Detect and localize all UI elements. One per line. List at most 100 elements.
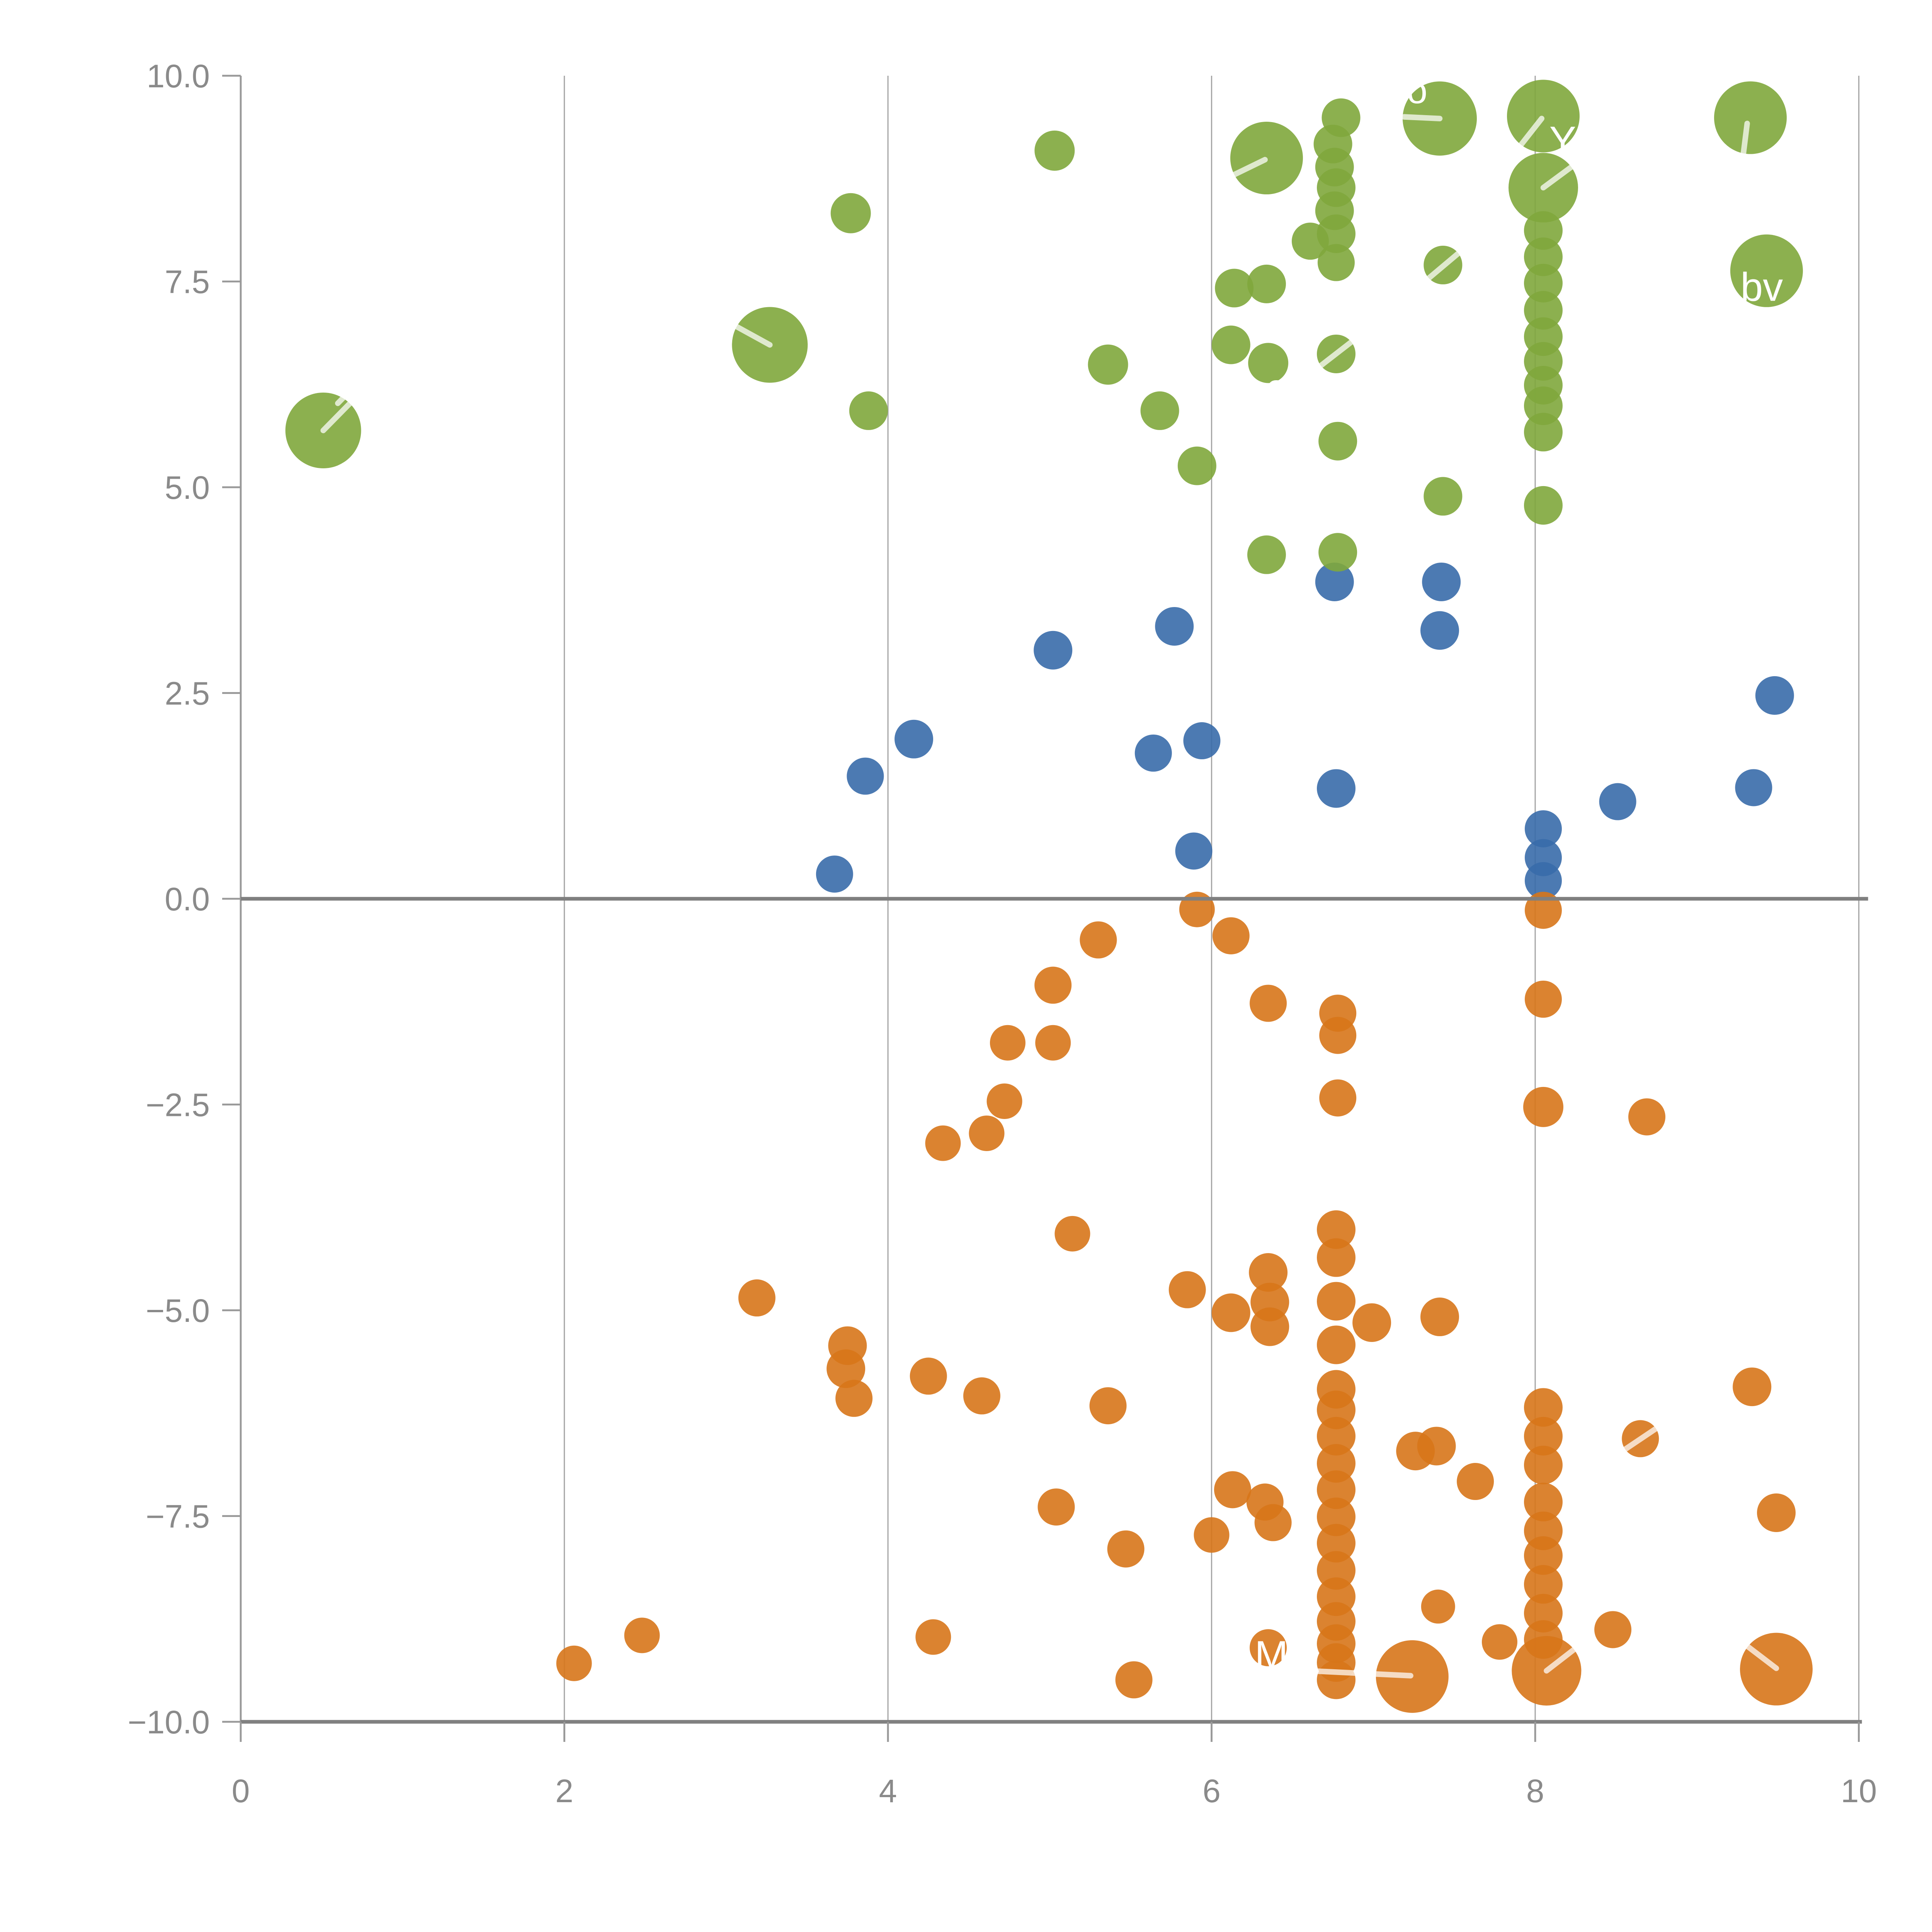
scatter-point-orange: [1250, 985, 1287, 1022]
scatter-point-orange: [1054, 1216, 1090, 1252]
scatter-point-orange: [1319, 1079, 1357, 1117]
annotation-connector-line: [1738, 1638, 1779, 1671]
scatter-point-green: [1318, 422, 1357, 461]
annotation-label: e: [1266, 367, 1286, 408]
scatter-point-green: [1318, 533, 1357, 572]
scatter-point-orange: [1317, 1660, 1356, 1699]
scatter-point-green: [1292, 223, 1329, 260]
scatter-point-orange: [910, 1357, 947, 1395]
annotation-connector-line: [335, 389, 352, 406]
scatter-point-blue: [847, 757, 884, 795]
scatter-point-orange: [1317, 1238, 1356, 1277]
scatter-point-green: [1034, 130, 1075, 171]
annotation-label: bv: [1740, 265, 1783, 310]
scatter-point-orange: [963, 1377, 1000, 1415]
x-tick-label: 0: [232, 1773, 250, 1809]
axes: 10.0 7.5 5.0 2.5 0.0 −2.5 −5.0 −7.5 −10.0 0 2 4 6 8 10: [128, 58, 1877, 1809]
scatter-point-orange: [915, 1619, 951, 1655]
scatter-point-orange: [1524, 1536, 1563, 1575]
annotation-connector-line: [726, 320, 773, 348]
scatter-point-green: [1714, 81, 1787, 154]
annotation-connector-line: [1317, 337, 1357, 369]
scatter-point-orange: [1035, 1025, 1071, 1061]
scatter-point-blue: [1420, 611, 1459, 650]
scatter-point-orange: [1594, 1611, 1632, 1648]
scatter-point-orange: [1089, 1387, 1127, 1425]
scatter-point-orange: [1319, 1017, 1357, 1054]
scatter-point-orange: [1168, 1271, 1206, 1308]
series-orange: [556, 891, 1813, 1713]
scatter-point-orange: [1250, 1307, 1289, 1346]
scatter-point-blue: [1034, 631, 1073, 670]
x-tick-label: 8: [1526, 1773, 1544, 1809]
annotation-connector-line: [1306, 1668, 1413, 1679]
scatter-point-orange: [1214, 1471, 1251, 1509]
y-tick-label: 2.5: [165, 675, 210, 712]
scatter-point-orange: [1420, 1298, 1459, 1337]
scatter-point-orange: [1352, 1303, 1391, 1342]
scatter-point-orange: [1212, 917, 1250, 954]
scatter-point-green: [849, 391, 888, 430]
y-tick-label: −2.5: [146, 1087, 210, 1123]
y-tick-label: −5.0: [146, 1293, 210, 1329]
scatter-point-green: [1248, 343, 1289, 383]
scatter-point-green: [1088, 344, 1128, 385]
scatter-point-orange: [1317, 1210, 1356, 1249]
scatter-point-orange: [1524, 1446, 1563, 1485]
annotation-connector-line: [1424, 246, 1467, 283]
scatter-point-blue: [1525, 810, 1562, 847]
scatter-point-orange: [1034, 966, 1072, 1004]
x-tick-label: 6: [1202, 1773, 1221, 1809]
scatter-point-blue: [895, 719, 934, 759]
scatter-point-green: [1140, 391, 1179, 430]
scatter-point-orange: [1417, 1427, 1456, 1466]
annotation-connector-line: [1544, 1639, 1587, 1674]
scatter-point-orange: [1317, 1524, 1356, 1563]
annotation-label: M: [1255, 1633, 1288, 1678]
scatter-point-blue: [1525, 862, 1562, 900]
scatter-point-orange: [624, 1617, 660, 1653]
scatter-point-orange: [990, 1025, 1026, 1061]
scatter-point-green: [1211, 325, 1250, 364]
scatter-point-orange: [1250, 1629, 1287, 1667]
scatter-point-green: [1318, 244, 1355, 281]
scatter-point-orange: [1317, 1470, 1356, 1509]
scatter-point-orange: [1757, 1493, 1796, 1532]
scatter-point-blue: [1755, 676, 1794, 715]
annotation-connector-line: [1225, 157, 1268, 181]
scatter-point-orange: [1523, 1087, 1564, 1127]
scatter-point-blue: [1175, 832, 1213, 870]
scatter-point-blue: [1134, 734, 1172, 772]
scatter-point-blue: [1155, 607, 1194, 646]
scatter-point-green: [1177, 446, 1216, 485]
scatter-point-orange: [1249, 1253, 1288, 1292]
y-tick-label: 10.0: [147, 58, 210, 94]
scatter-point-orange: [1421, 1589, 1455, 1624]
scatter-point-orange: [1317, 1325, 1356, 1364]
annotation-label: o: [1407, 70, 1427, 111]
scatter-point-orange: [969, 1116, 1005, 1151]
scatter-point-orange: [1524, 1620, 1563, 1659]
scatter-point-green: [1247, 535, 1286, 574]
scatter-point-orange: [1457, 1463, 1494, 1500]
scatter-point-orange: [1481, 1624, 1517, 1660]
y-tick-label: −10.0: [128, 1704, 210, 1740]
scatter-point-orange: [1524, 1388, 1563, 1427]
scatter-point-blue: [1183, 722, 1221, 760]
scatter-point-orange: [925, 1125, 961, 1161]
scatter-point-orange: [1524, 1417, 1563, 1456]
scatter-point-green: [1730, 234, 1803, 307]
x-tick-label: 10: [1841, 1773, 1877, 1809]
scatter-point-blue: [1422, 562, 1461, 601]
scatter-point-green: [1524, 264, 1563, 303]
scatter-point-orange: [1254, 1504, 1292, 1541]
scatter-point-orange: [1115, 1661, 1153, 1699]
annotation-connector-line: [1516, 116, 1545, 150]
scatter-point-green: [1215, 269, 1254, 308]
scatter-point-orange: [1107, 1530, 1145, 1568]
annotation-connector-line: [1401, 114, 1443, 121]
scatter-point-orange: [986, 1083, 1022, 1119]
y-tick-label: 7.5: [165, 264, 210, 300]
